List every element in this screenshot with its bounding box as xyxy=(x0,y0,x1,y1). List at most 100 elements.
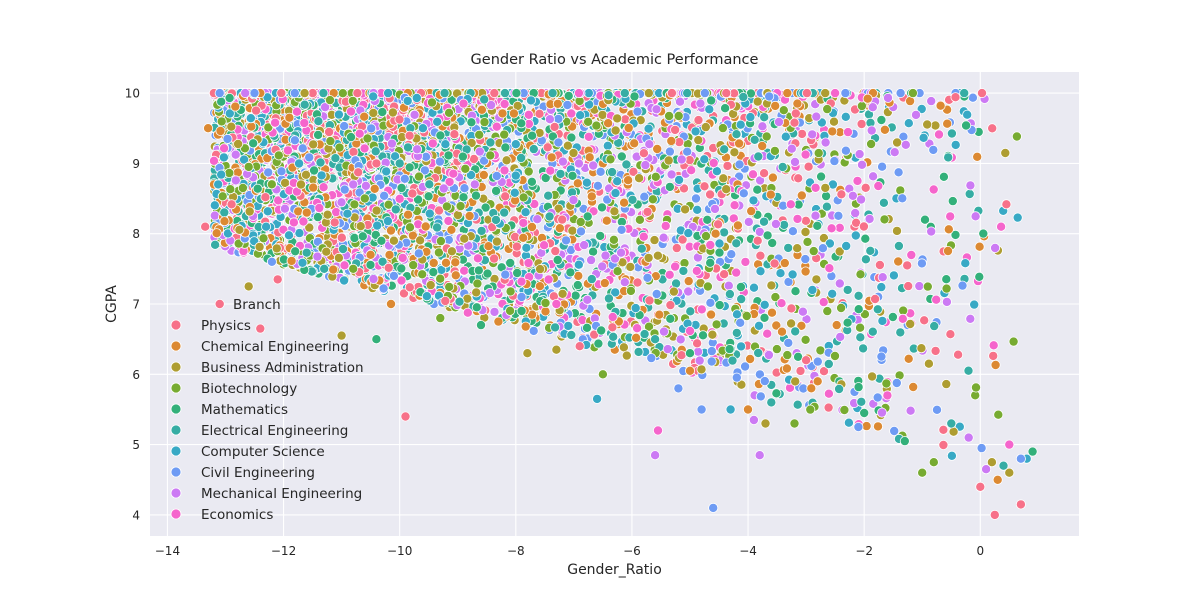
point-electrical-engineering xyxy=(736,294,747,305)
point-electrical-engineering xyxy=(779,219,790,230)
point-civil-engineering xyxy=(632,106,643,117)
point-economics xyxy=(359,143,370,154)
point-chemical-engineering xyxy=(586,191,597,202)
point-chemical-engineering xyxy=(385,225,396,236)
point-physics xyxy=(679,183,690,194)
point-electrical-engineering xyxy=(855,332,866,343)
point-civil-engineering xyxy=(876,351,887,362)
point-computer-science xyxy=(780,131,791,142)
point-mathematics xyxy=(570,290,581,301)
point-chemical-engineering xyxy=(943,245,954,256)
point-civil-engineering xyxy=(754,369,765,380)
point-electrical-engineering xyxy=(685,306,696,317)
point-electrical-engineering xyxy=(964,188,975,199)
point-civil-engineering xyxy=(726,249,737,260)
point-economics xyxy=(299,118,310,129)
point-mechanical-engineering xyxy=(469,179,480,190)
point-economics xyxy=(518,217,529,228)
point-computer-science xyxy=(209,200,220,211)
point-electrical-engineering xyxy=(544,211,555,222)
point-physics xyxy=(902,260,913,271)
point-economics xyxy=(776,298,787,309)
point-chemical-engineering xyxy=(800,266,811,277)
point-computer-science xyxy=(610,188,621,199)
point-biotechnology xyxy=(907,88,918,99)
point-civil-engineering xyxy=(379,190,390,201)
point-electrical-engineering xyxy=(731,238,742,249)
point-mathematics xyxy=(714,247,725,258)
point-chemical-engineering xyxy=(286,255,297,266)
point-economics xyxy=(583,131,594,142)
point-biotechnology xyxy=(941,283,952,294)
point-mechanical-engineering xyxy=(807,129,818,140)
point-business-administration xyxy=(618,342,629,353)
point-physics xyxy=(930,345,941,356)
point-physics xyxy=(670,124,681,135)
point-mathematics xyxy=(853,382,864,393)
point-computer-science xyxy=(903,118,914,129)
point-mathematics xyxy=(947,196,958,207)
point-mechanical-engineering xyxy=(970,211,981,222)
point-electrical-engineering xyxy=(299,99,310,110)
point-chemical-engineering xyxy=(893,256,904,267)
point-chemical-engineering xyxy=(631,332,642,343)
point-mechanical-engineering xyxy=(810,210,821,221)
point-civil-engineering xyxy=(833,210,844,221)
point-computer-science xyxy=(339,275,350,286)
point-computer-science xyxy=(643,123,654,134)
point-physics xyxy=(440,295,451,306)
point-chemical-engineering xyxy=(546,152,557,163)
point-biotechnology xyxy=(866,138,877,149)
point-computer-science xyxy=(316,170,327,181)
point-physics xyxy=(644,295,655,306)
point-economics xyxy=(670,261,681,272)
point-chemical-engineering xyxy=(873,421,884,432)
point-physics xyxy=(324,127,335,138)
point-biotechnology xyxy=(770,292,781,303)
point-electrical-engineering xyxy=(566,329,577,340)
point-economics xyxy=(906,249,917,260)
point-chemical-engineering xyxy=(552,98,563,109)
point-chemical-engineering xyxy=(476,104,487,115)
point-computer-science xyxy=(877,315,888,326)
point-mathematics xyxy=(396,182,407,193)
point-computer-science xyxy=(824,238,835,249)
point-economics xyxy=(843,127,854,138)
point-electrical-engineering xyxy=(301,247,312,258)
point-chemical-engineering xyxy=(942,118,953,129)
point-computer-science xyxy=(213,179,224,190)
point-civil-engineering xyxy=(812,356,823,367)
point-mathematics xyxy=(665,313,676,324)
point-electrical-engineering xyxy=(636,243,647,254)
point-electrical-engineering xyxy=(753,347,764,358)
point-mechanical-engineering xyxy=(579,240,590,251)
point-chemical-engineering xyxy=(908,381,919,392)
point-mathematics xyxy=(961,120,972,131)
point-electrical-engineering xyxy=(586,274,597,285)
point-electrical-engineering xyxy=(929,321,940,332)
point-economics xyxy=(792,213,803,224)
point-physics xyxy=(336,232,347,243)
point-business-administration xyxy=(368,108,379,119)
point-mechanical-engineering xyxy=(914,281,925,292)
point-mathematics xyxy=(752,184,763,195)
point-physics xyxy=(542,142,553,153)
point-biotechnology xyxy=(224,167,235,178)
point-physics xyxy=(407,188,418,199)
point-physics xyxy=(797,128,808,139)
point-electrical-engineering xyxy=(759,112,770,123)
point-mechanical-engineering xyxy=(889,147,900,158)
point-biotechnology xyxy=(499,129,510,140)
point-mathematics xyxy=(482,268,493,279)
point-electrical-engineering xyxy=(893,240,904,251)
point-business-administration xyxy=(752,96,763,107)
point-mechanical-engineering xyxy=(683,286,694,297)
point-physics xyxy=(801,88,812,99)
point-chemical-engineering xyxy=(369,183,380,194)
point-mechanical-engineering xyxy=(834,278,845,289)
point-physics xyxy=(945,329,956,340)
point-computer-science xyxy=(421,291,432,302)
point-economics xyxy=(824,263,835,274)
point-civil-engineering xyxy=(800,254,811,265)
point-mechanical-engineering xyxy=(597,261,608,272)
